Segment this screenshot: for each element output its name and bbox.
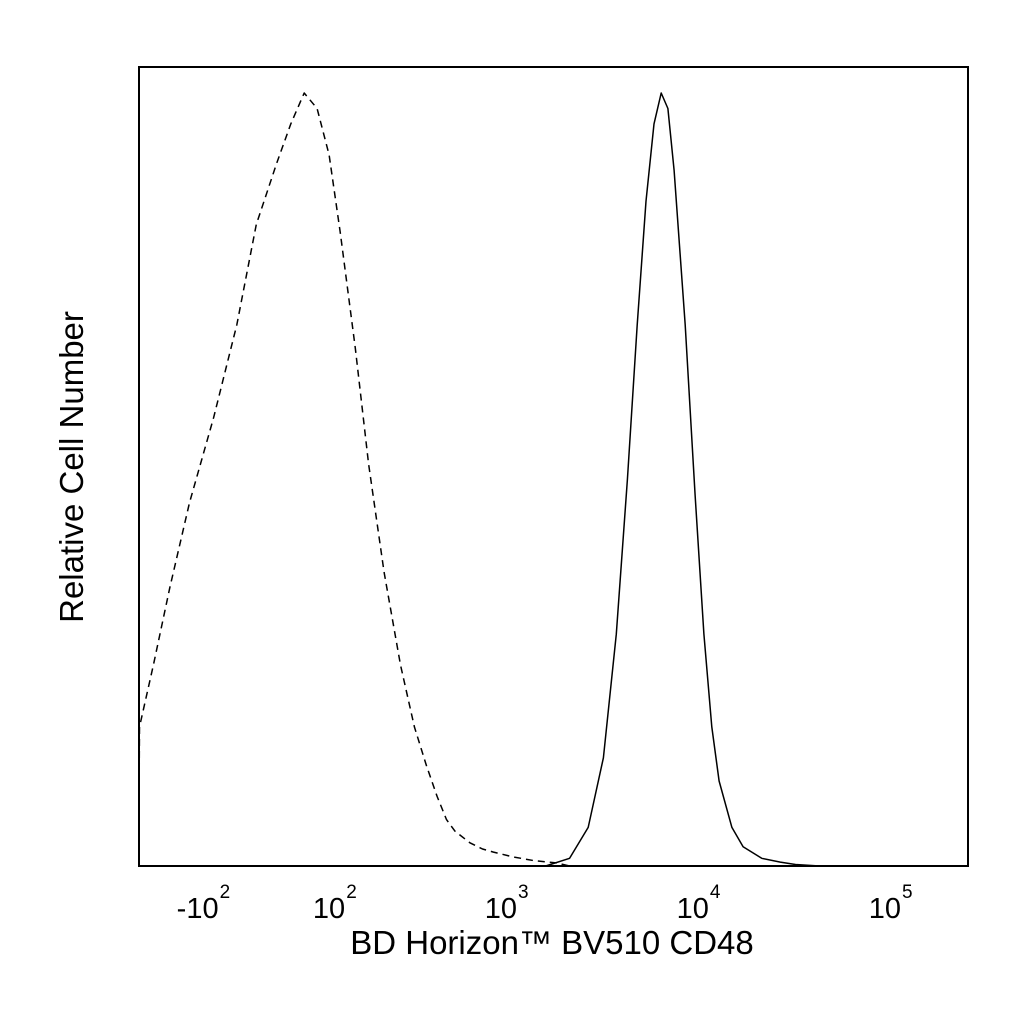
series-layer	[138, 92, 820, 867]
x-tick-exponent: 5	[902, 882, 913, 903]
x-tick-label: 10	[677, 893, 709, 925]
x-tick-exponent: 4	[710, 882, 721, 903]
x-tick-label: 10	[313, 893, 345, 925]
x-axis-title: BD Horizon™ BV510 CD48	[350, 924, 754, 961]
x-tick-label: 10	[869, 893, 901, 925]
y-axis-title: Relative Cell Number	[53, 311, 90, 623]
series-line-stained	[545, 92, 820, 867]
x-tick-label: 10	[485, 893, 517, 925]
series-line-control	[138, 92, 570, 867]
x-tick-exponent: 2	[220, 882, 231, 903]
x-tick-exponent: 3	[518, 882, 529, 903]
x-tick-exponent: 2	[346, 882, 357, 903]
plot-frame	[138, 66, 969, 867]
x-tick-label: -10	[177, 893, 219, 925]
